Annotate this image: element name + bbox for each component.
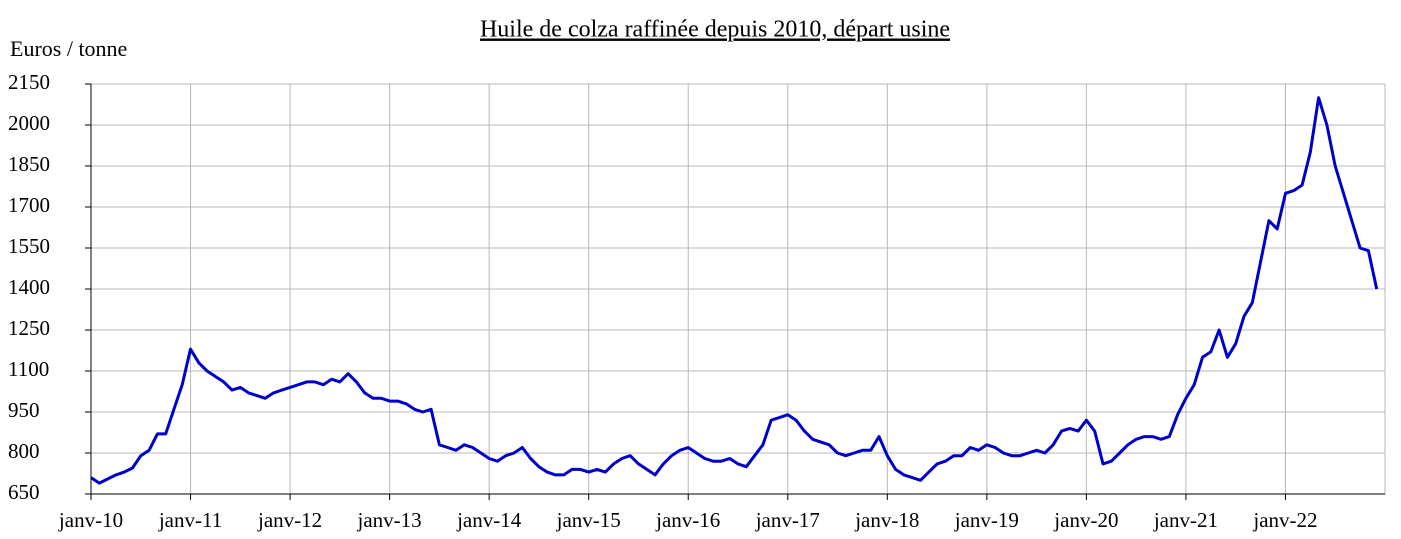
y-tick-label: 1700 <box>8 193 50 217</box>
x-tick-label: janv-20 <box>1053 508 1118 532</box>
data-line <box>90 96 1379 485</box>
y-tick-label: 1850 <box>8 152 50 176</box>
x-tick-label: janv-18 <box>854 508 919 532</box>
y-tick-label: 2000 <box>8 111 50 135</box>
y-tick-label: 1250 <box>8 316 50 340</box>
y-axis-label: Euros / tonne <box>10 36 127 61</box>
y-tick-label: 650 <box>8 480 40 504</box>
y-tick-label: 1400 <box>8 275 50 299</box>
y-tick-label: 2150 <box>8 70 50 94</box>
y-tick-label: 1550 <box>8 234 50 258</box>
x-tick-label: janv-14 <box>456 508 522 532</box>
x-tick-label: janv-15 <box>556 508 621 532</box>
y-tick-label: 1100 <box>8 357 49 381</box>
y-tick-label: 800 <box>8 439 40 463</box>
x-tick-label: janv-22 <box>1252 508 1317 532</box>
y-tick-label: 950 <box>8 398 40 422</box>
x-tick-label: janv-19 <box>954 508 1019 532</box>
x-tick-label: janv-17 <box>755 508 820 532</box>
x-tick-label: janv-12 <box>257 508 322 532</box>
x-tick-label: janv-16 <box>655 508 720 532</box>
x-tick-label: janv-10 <box>58 508 123 532</box>
x-tick-label: janv-13 <box>357 508 422 532</box>
x-tick-label: janv-21 <box>1153 508 1218 532</box>
chart-title: Huile de colza raffinée depuis 2010, dép… <box>480 17 950 43</box>
x-tick-label: janv-11 <box>158 508 222 532</box>
